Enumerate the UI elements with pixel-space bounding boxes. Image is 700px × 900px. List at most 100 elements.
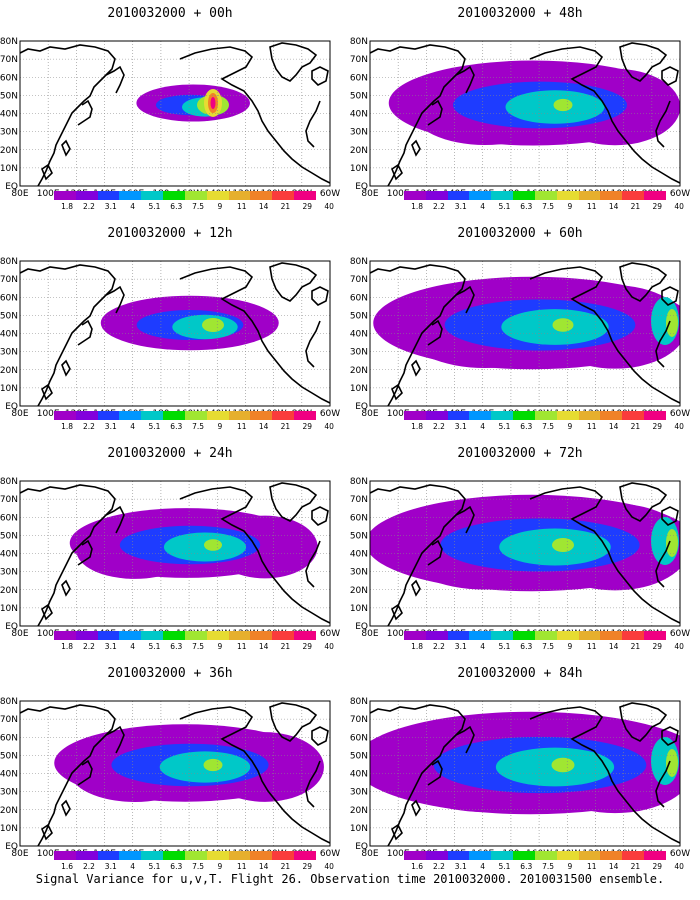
longitude-label: 80E [11,189,28,199]
latitude-label: 20N [350,586,368,596]
forecast-panel: 2010032000 + 60h 80N 70N 60N 50N 40N 30N 20N 10N… [350,225,690,440]
latitude-label: 40N [0,770,18,780]
colorbar-swatch [184,411,207,420]
colorbar-label: 2.2 [432,202,445,211]
coastline [77,99,93,126]
colorbar-swatch [578,851,601,860]
colorbar-swatch [469,191,492,200]
spread-map: 80N70N60N50N40N30N20N10NEQ80E100E120E140… [0,477,340,639]
colorbar-label: 5.1 [498,202,511,211]
colorbar-label: 6.3 [170,642,183,651]
latitude-label: 80N [350,37,368,47]
forecast-panel: 2010032000 + 48h 80N 70N 60N 50N 40N 30N 20N 10N… [350,5,690,220]
colorbar-label: 21 [630,642,641,651]
spread-magenta-region [210,97,216,109]
colorbar-label: 14 [258,862,269,871]
colorbar-swatch [622,191,645,200]
colorbar-label: 4 [130,642,135,651]
colorbar-label: 5.1 [148,422,161,431]
latitude-label: 40N [0,110,18,120]
coastline [77,539,93,566]
latitude-label: 40N [350,550,368,560]
longitude-label: 80E [361,409,378,419]
latitude-label: 50N [350,311,368,321]
longitude-label: 60W [670,409,690,419]
colorbar-label: 3.1 [104,422,117,431]
spread-green-region [552,538,574,552]
spread-green-region [666,529,678,557]
latitude-label: 60N [350,513,368,523]
colorbar-label: 9 [217,862,223,871]
longitude-label: 80E [361,189,378,199]
coastline [661,66,679,86]
coastline [311,66,329,86]
colorbar-label: 7.5 [192,862,205,871]
coastline [529,46,680,184]
colorbar-swatch [578,631,601,640]
coastline [179,266,330,404]
colorbar: 1.6 2.2 3.1 4 5.1 6.3 7.5 9 11 14 21 29 40 [54,851,334,881]
longitude-label: 100E [387,409,410,419]
colorbar-swatch [75,411,98,420]
coastline [411,579,421,597]
map-frame [19,480,331,627]
latitude-label: EQ [5,402,18,412]
colorbar-swatch [250,851,273,860]
colorbar-label: 9 [567,862,573,871]
coastline [20,264,116,406]
longitude-label: 60W [320,189,340,199]
latitude-label: 80N [350,697,368,707]
coastline [179,46,330,184]
colorbar-label: 40 [674,642,684,651]
latitude-label: 30N [0,568,18,578]
colorbar-swatch [54,191,76,200]
coastline [61,139,71,157]
coastline [61,579,71,597]
colorbar-swatch [556,631,579,640]
coastline [391,603,403,621]
colorbar-swatch [272,411,295,420]
forecast-panel: 2010032000 + 36h 80N 70N 60N 50N 40N 30N 20N 10N… [0,665,340,880]
colorbar-swatch [75,851,98,860]
colorbar-swatch [272,851,295,860]
latitude-label: 70N [0,55,18,65]
colorbar-label: 40 [324,422,334,431]
coastline [305,540,321,588]
latitude-label: 60N [350,73,368,83]
latitude-label: 40N [0,330,18,340]
spread-map: 80N70N60N50N40N30N20N10NEQ80E100E120E140… [350,37,690,199]
latitude-label: 50N [350,531,368,541]
colorbar-swatch [206,631,229,640]
colorbar-swatch [622,631,645,640]
colorbar-label: 7.5 [542,642,555,651]
colorbar-label: 9 [567,202,573,211]
colorbar-label: 6.3 [520,202,533,211]
colorbar-label: 29 [652,862,663,871]
coastline [77,759,93,786]
latitude-label: 60N [0,513,18,523]
colorbar-swatch [141,191,164,200]
colorbar-label: 14 [608,422,619,431]
colorbar-label: 11 [586,422,597,431]
latitude-label: 30N [0,788,18,798]
colorbar-label: 4 [480,202,485,211]
spread-green-region [666,749,678,777]
colorbar-label: 1.6 [61,862,74,871]
latitude-label: 10N [0,384,18,394]
colorbar-swatch [228,411,251,420]
latitude-label: EQ [355,622,368,632]
colorbar-label: 14 [258,202,269,211]
coastline [619,42,668,82]
spread-map: 80N70N60N50N40N30N20N10NEQ80E100E120E140… [0,37,340,199]
latitude-label: 20N [0,806,18,816]
longitude-label: 60W [670,849,690,859]
longitude-label: 60W [670,629,690,639]
colorbar-label: 21 [280,422,291,431]
colorbar-swatch [272,191,295,200]
colorbar-swatch [119,851,142,860]
colorbar-swatch [447,631,470,640]
coastline [269,482,318,522]
colorbar-label: 3.1 [104,642,117,651]
colorbar-swatch [513,191,535,200]
colorbar-swatch [578,411,601,420]
